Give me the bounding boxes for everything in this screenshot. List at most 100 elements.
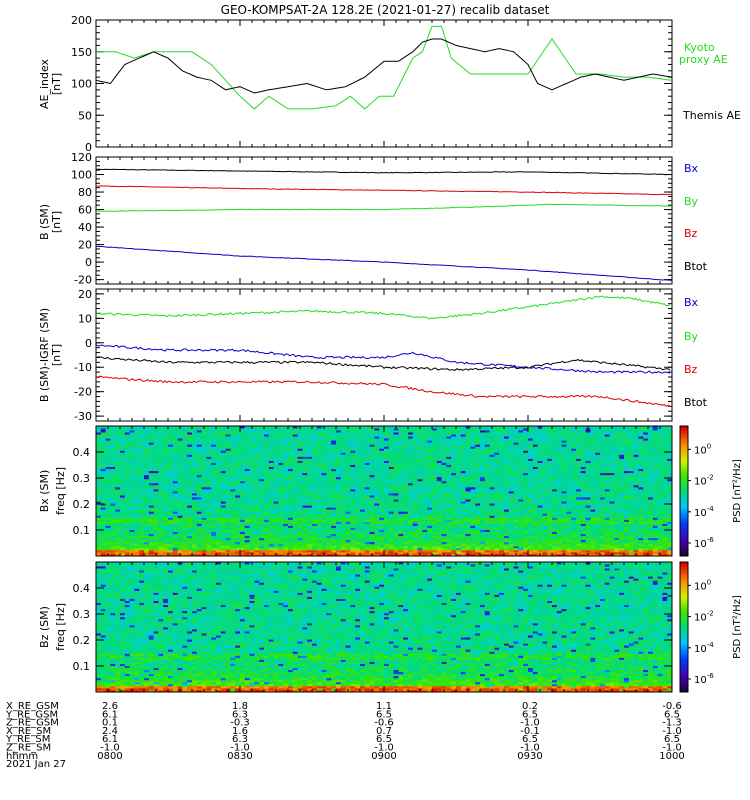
spectrogram-cell <box>216 515 222 518</box>
spectrogram-cell <box>110 499 116 502</box>
spectrogram-cell <box>134 430 140 433</box>
spectrogram-cell <box>254 503 260 506</box>
spectrogram-cell <box>302 533 308 537</box>
spectrogram-cell <box>302 444 308 447</box>
spectrogram-cell <box>302 440 308 443</box>
spectrogram-cell <box>249 462 255 465</box>
spectrogram-cell <box>192 493 198 496</box>
spectrogram-cell <box>220 466 226 470</box>
spectrogram-cell <box>182 527 188 530</box>
spectrogram-cell <box>278 442 284 445</box>
spectrogram-cell <box>163 428 169 431</box>
spectrogram-cell <box>158 539 164 543</box>
spectrogram-cell <box>158 541 164 545</box>
spectrogram-cell <box>230 484 236 488</box>
spectrogram-cell <box>297 478 303 482</box>
spectrogram-cell <box>249 501 255 504</box>
spectrogram-cell <box>182 486 188 490</box>
spectrogram-cell <box>100 458 106 461</box>
spectrogram-cell <box>244 533 250 537</box>
spectrogram-cell <box>273 543 279 547</box>
spectrogram-cell <box>292 480 298 484</box>
spectrogram-cell <box>288 480 294 484</box>
spectrogram-cell <box>129 517 135 520</box>
spectrogram-cell <box>297 537 303 541</box>
spectrogram-cell <box>100 470 106 474</box>
spectrogram-cell <box>182 434 188 437</box>
spectrogram-cell <box>153 428 159 431</box>
spectrogram-cell <box>259 456 265 459</box>
spectrogram-cell <box>168 495 174 498</box>
spectrogram-cell <box>172 488 178 492</box>
spectrogram-cell <box>206 450 212 453</box>
spectrogram-cell <box>115 438 121 441</box>
spectrogram-cell <box>292 442 298 445</box>
spectrogram-cell <box>211 470 217 474</box>
spectrogram-cell <box>268 448 274 451</box>
spectrogram-cell <box>163 521 169 524</box>
spectrogram-cell <box>100 468 106 472</box>
spectrogram-cell <box>235 428 241 431</box>
spectrogram-cell <box>211 484 217 488</box>
spectrogram-cell <box>105 452 111 455</box>
spectrogram-cell <box>168 553 174 557</box>
spectrogram-cell <box>244 464 250 468</box>
spectrogram-cell <box>316 503 322 506</box>
spectrogram-cell <box>249 521 255 524</box>
spectrogram-cell <box>273 446 279 449</box>
spectrogram-cell <box>273 541 279 545</box>
spectrogram-cell <box>196 442 202 445</box>
spectrogram-cell <box>172 539 178 543</box>
spectrogram-cell <box>120 488 126 492</box>
spectrogram-cell <box>292 551 298 555</box>
spectrogram-cell <box>220 523 226 526</box>
spectrogram-cell <box>316 537 322 541</box>
spectrogram-cell <box>235 456 241 459</box>
spectrogram-cell <box>230 454 236 457</box>
spectrogram-cell <box>182 521 188 524</box>
spectrogram-cell <box>163 432 169 435</box>
spectrogram-cell <box>331 495 337 498</box>
spectrogram-cell <box>254 478 260 482</box>
spectrogram-cell <box>312 535 318 539</box>
spectrogram-cell <box>244 501 250 504</box>
spectrogram-cell <box>110 497 116 500</box>
spectrogram-cell <box>153 472 159 476</box>
spectrogram-cell <box>278 547 284 551</box>
spectrogram-cell <box>259 430 265 433</box>
spectrogram-cell <box>158 478 164 482</box>
spectrogram-cell <box>172 509 178 512</box>
spectrogram-cell <box>292 484 298 488</box>
spectrogram-cell <box>288 553 294 557</box>
spectrogram-cell <box>120 537 126 541</box>
spectrogram-cell <box>307 535 313 539</box>
spectrogram-cell <box>244 517 250 520</box>
spectrogram-cell <box>307 480 313 484</box>
spectrogram-cell <box>192 446 198 449</box>
spectrogram-cell <box>220 478 226 482</box>
spectrogram-cell <box>172 482 178 486</box>
spectrogram-cell <box>134 529 140 533</box>
spectrogram-cell <box>100 533 106 537</box>
spectrogram-cell <box>153 484 159 488</box>
spectrogram-cell <box>292 448 298 451</box>
spectrogram-cell <box>139 458 145 461</box>
spectrogram-cell <box>134 452 140 455</box>
spectrogram-cell <box>268 440 274 443</box>
spectrogram-cell <box>201 533 207 537</box>
spectrogram-cell <box>292 501 298 504</box>
spectrogram-cell <box>187 460 193 463</box>
spectrogram-cell <box>96 438 102 441</box>
spectrogram-cell <box>201 432 207 435</box>
spectrogram-cell <box>321 454 327 457</box>
spectrogram-cell <box>249 499 255 502</box>
spectrogram-cell <box>307 529 313 533</box>
spectrogram-cell <box>115 454 121 457</box>
spectrogram-cell <box>307 464 313 468</box>
spectrogram-cell <box>244 426 250 429</box>
spectrogram-cell <box>158 474 164 478</box>
spectrogram-cell <box>326 553 332 557</box>
spectrogram-cell <box>244 486 250 490</box>
spectrogram-cell <box>283 468 289 472</box>
spectrogram-cell <box>105 438 111 441</box>
